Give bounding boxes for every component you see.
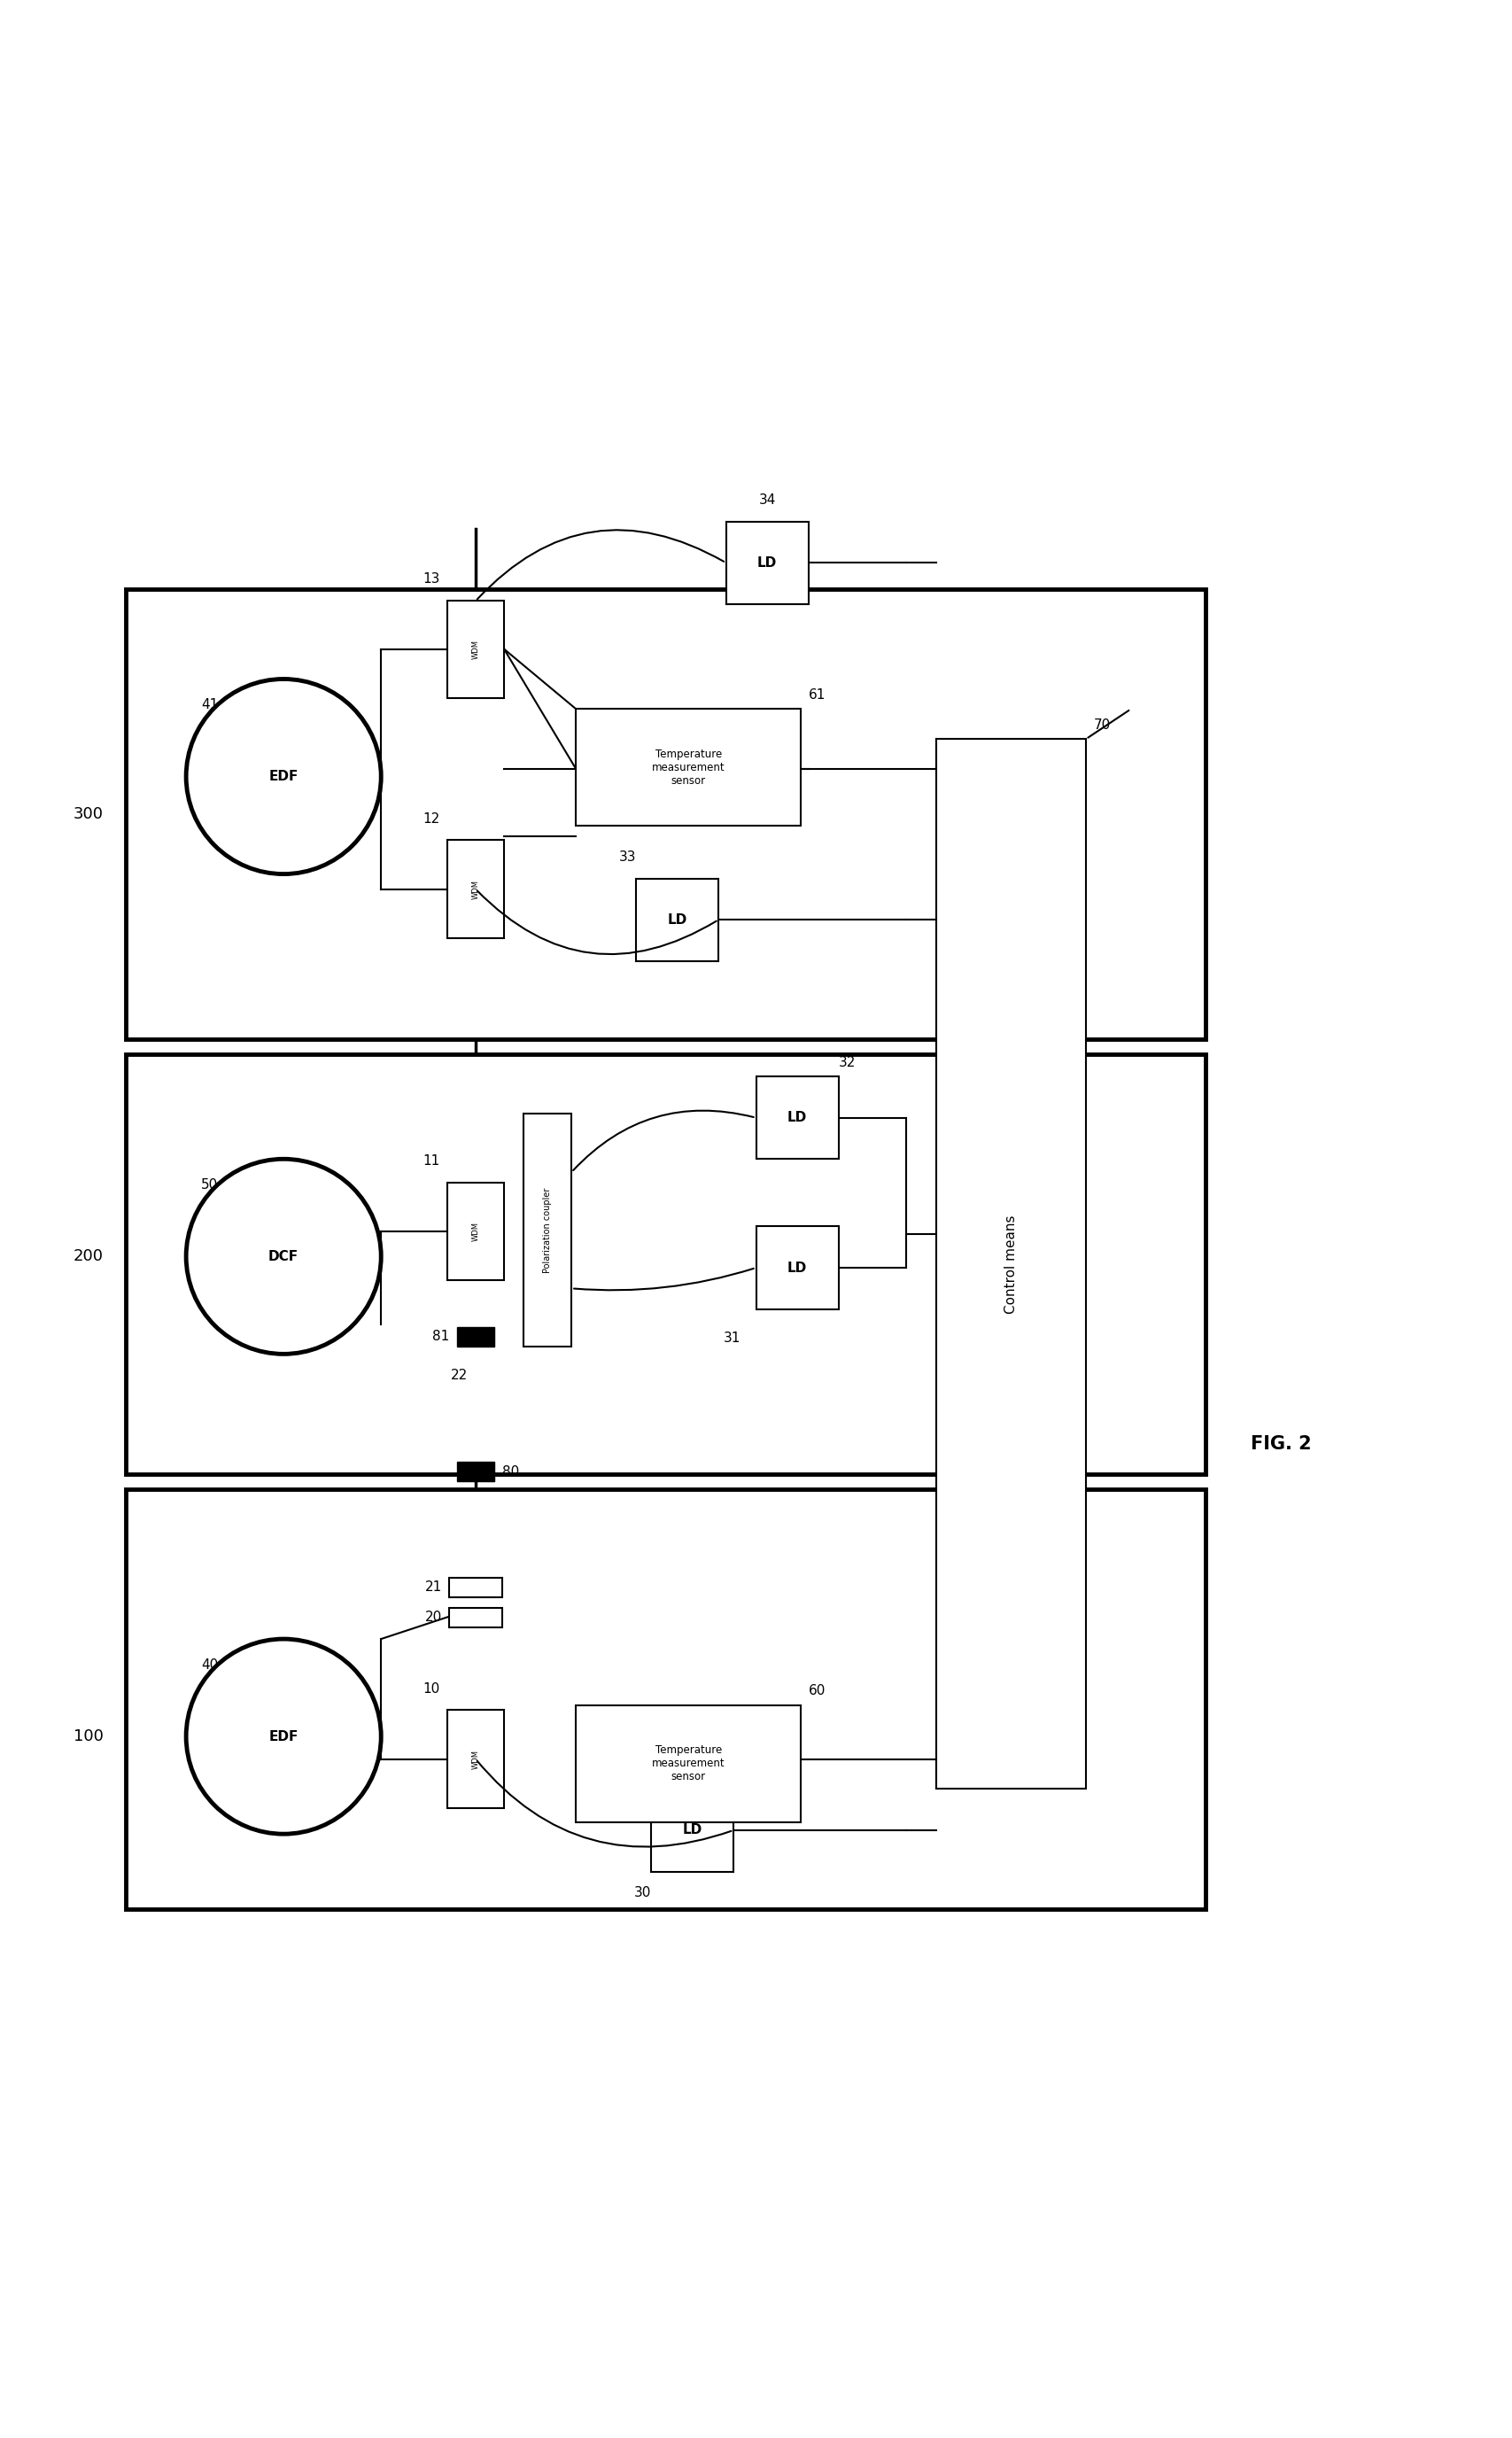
Bar (756, 1226, 839, 1309)
Bar (448, 1709, 503, 1807)
Bar (936, 739, 1086, 1789)
Text: 80: 80 (502, 1465, 519, 1477)
Text: 34: 34 (759, 492, 776, 507)
Text: 11: 11 (422, 1153, 440, 1168)
Text: 300: 300 (74, 807, 104, 822)
Bar (457, 1463, 494, 1482)
Text: LD: LD (788, 1112, 807, 1124)
Text: LD: LD (758, 556, 777, 570)
Bar (449, 1577, 502, 1597)
Bar (637, 878, 718, 961)
Bar (125, 1490, 1207, 1909)
Text: 100: 100 (74, 1729, 104, 1746)
Bar (523, 1114, 572, 1346)
Text: FIG. 2: FIG. 2 (1250, 1436, 1311, 1453)
Text: Polarization coupler: Polarization coupler (543, 1187, 552, 1273)
Text: LD: LD (667, 914, 686, 926)
Text: 40: 40 (201, 1658, 218, 1672)
Circle shape (186, 680, 381, 873)
Text: WDM: WDM (472, 880, 479, 900)
Bar (756, 1078, 839, 1158)
Text: 61: 61 (809, 688, 826, 702)
Bar (125, 590, 1207, 1039)
Circle shape (186, 1638, 381, 1833)
Text: 33: 33 (618, 851, 637, 863)
Text: WDM: WDM (472, 1221, 479, 1241)
Bar (448, 600, 503, 697)
Text: 31: 31 (724, 1331, 741, 1346)
Text: Control means: Control means (1004, 1214, 1018, 1314)
Bar (449, 1607, 502, 1626)
Text: 32: 32 (839, 1056, 856, 1068)
Text: 13: 13 (422, 573, 440, 585)
Text: LD: LD (682, 1824, 702, 1836)
Bar (726, 522, 809, 605)
Text: 81: 81 (432, 1331, 449, 1343)
Bar (576, 709, 801, 826)
Text: 22: 22 (451, 1370, 469, 1382)
Bar (576, 1704, 801, 1821)
Text: EDF: EDF (269, 770, 298, 783)
Text: 41: 41 (201, 697, 218, 712)
Text: WDM: WDM (472, 639, 479, 658)
Text: EDF: EDF (269, 1731, 298, 1743)
Text: Temperature
measurement
sensor: Temperature measurement sensor (652, 1746, 726, 1782)
Text: DCF: DCF (269, 1251, 299, 1263)
Text: 200: 200 (74, 1248, 104, 1265)
Text: 50: 50 (201, 1178, 218, 1192)
Text: 20: 20 (425, 1612, 442, 1624)
Bar (448, 1182, 503, 1280)
Bar (652, 1789, 733, 1872)
Text: LD: LD (788, 1260, 807, 1275)
Text: 70: 70 (1093, 719, 1110, 731)
Text: 21: 21 (425, 1580, 442, 1594)
Bar (448, 841, 503, 939)
Text: 12: 12 (422, 812, 440, 826)
Text: 60: 60 (809, 1685, 826, 1697)
Text: Temperature
measurement
sensor: Temperature measurement sensor (652, 748, 726, 787)
Circle shape (186, 1158, 381, 1353)
Bar (125, 1053, 1207, 1475)
Text: 10: 10 (422, 1682, 440, 1694)
Bar (457, 1326, 494, 1346)
Text: 30: 30 (634, 1887, 652, 1899)
Text: WDM: WDM (472, 1748, 479, 1768)
